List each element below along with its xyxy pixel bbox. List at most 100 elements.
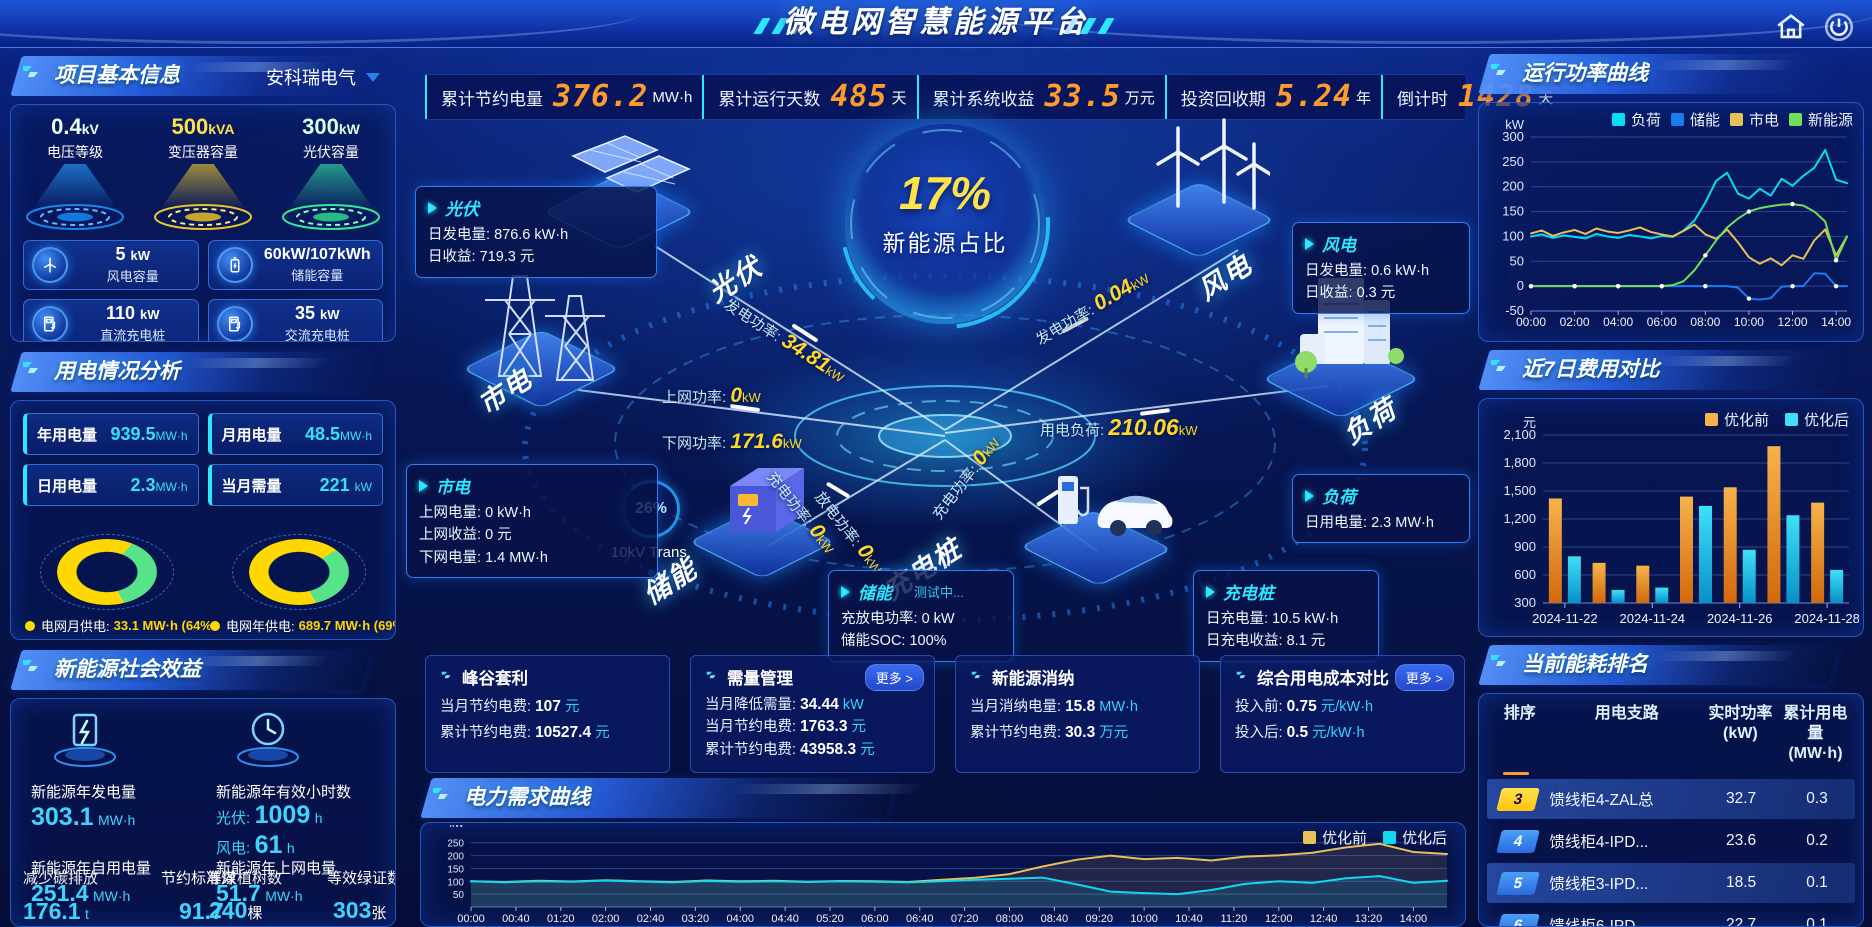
svg-text:12:00: 12:00 [1265, 913, 1293, 925]
corner-flag-icon [1491, 655, 1506, 666]
chevron-right-icon [841, 585, 850, 598]
chevron-right-icon [1305, 489, 1314, 502]
podium-transformer: 500kVA 变压器容量 [148, 113, 258, 232]
svg-text:12:00: 12:00 [1778, 315, 1808, 329]
svg-text:10:40: 10:40 [1175, 913, 1203, 925]
svg-text:150: 150 [447, 864, 464, 875]
capacity-wind: 5 kW 风电容量 [23, 239, 199, 290]
svg-text:12:40: 12:40 [1310, 913, 1338, 925]
svg-text:kW: kW [1505, 117, 1525, 132]
energy-flow-diagram: 17% 新能源占比 光伏 风电 市电 [400, 118, 1475, 662]
svg-text:03:20: 03:20 [682, 913, 710, 925]
svg-text:00:40: 00:40 [502, 913, 530, 925]
svg-text:250: 250 [447, 839, 464, 850]
tree-label: 等效植树数 [207, 870, 283, 887]
self-use-label: 新能源年自用电量 [31, 860, 152, 877]
svg-text:08:00: 08:00 [1690, 315, 1720, 329]
svg-text:600: 600 [1514, 567, 1536, 582]
flow-grid-down: 下网功率: 171.6kW [662, 430, 802, 453]
power-icon[interactable] [1822, 10, 1856, 44]
svg-text:00:00: 00:00 [457, 913, 485, 925]
svg-text:10:00: 10:00 [1734, 315, 1764, 329]
corner-flag-icon [1236, 671, 1246, 679]
ranking-scroll-indicator [1503, 772, 1529, 775]
cert-value: 303张 [333, 897, 387, 923]
svg-text:1,500: 1,500 [1503, 483, 1536, 498]
power-legend: 负荷 储能 市电 新能源 [1611, 109, 1853, 130]
kpi-energy-saved: 累计节约电量 376.2 MW·h [425, 75, 702, 119]
company-select[interactable]: 安科瑞电气 [266, 64, 380, 90]
panel-social-benefits: 新能源社会效益 新能源年发电量 303.1 MW·h 新能源年有效小时数 光伏:… [10, 650, 396, 927]
corner-flag-icon [433, 788, 448, 799]
table-row[interactable]: 6 馈线柜6-IPD 22.7 0.1 [1487, 905, 1855, 926]
wind-hours: 风电: 61 h [216, 831, 295, 859]
solar-panels-icon [571, 135, 691, 193]
home-icon[interactable] [1774, 10, 1808, 44]
renewable-share-bubble: 17% 新能源占比 [840, 119, 1050, 329]
svg-text:00:00: 00:00 [1516, 315, 1546, 329]
chevron-right-icon [1305, 237, 1314, 250]
chevron-right-icon [1206, 585, 1215, 598]
corner-flag-icon [1491, 64, 1506, 75]
corner-flag-icon [1491, 360, 1506, 371]
tree-value: 240棵 [209, 897, 263, 923]
company-name: 安科瑞电气 [266, 68, 356, 88]
svg-text:2024-11-22: 2024-11-22 [1532, 611, 1598, 626]
card-grid: 市电 上网电量: 0 kW·h 上网收益: 0 元 下网电量: 1.4 MW·h [406, 464, 658, 579]
svg-text:13:20: 13:20 [1355, 913, 1383, 925]
wind-capacity-icon [32, 246, 68, 283]
cost-legend: 优化前 优化后 [1704, 409, 1849, 430]
legend-item: 电网年供电:689.7 MW·h (69%) [210, 616, 395, 635]
panel-title: 近7日费用对比 [1522, 358, 1660, 381]
table-row[interactable]: 4 馈线柜4-IPD... 23.6 0.2 [1487, 821, 1855, 861]
svg-text:2,100: 2,100 [1503, 427, 1536, 442]
chevron-down-icon [366, 72, 380, 82]
svg-text:250: 250 [1502, 154, 1524, 169]
svg-text:06:00: 06:00 [1647, 315, 1677, 329]
cert-label: 等效绿证数 [327, 870, 396, 887]
svg-text:06:00: 06:00 [861, 913, 889, 925]
capacity-dc-charger: 110 kW 直流充电桩 [23, 298, 199, 341]
svg-text:50: 50 [1510, 253, 1524, 268]
svg-text:05:20: 05:20 [816, 913, 844, 925]
svg-text:07:20: 07:20 [951, 913, 979, 925]
card-load: 负荷 日用电量: 2.3 MW·h [1292, 474, 1470, 544]
svg-text:09:20: 09:20 [1085, 913, 1113, 925]
svg-text:2024-11-26: 2024-11-26 [1707, 611, 1773, 626]
gen-label: 新能源年发电量 [31, 784, 137, 801]
more-button[interactable]: 更多 > [864, 664, 924, 691]
card-peak-valley: 峰谷套利 当月节约电费: 107 元 累计节约电费: 10527.4 元 [425, 655, 670, 773]
power-tower-icon [485, 275, 605, 381]
bubble-ring [840, 119, 1050, 329]
svg-text:14:00: 14:00 [1821, 315, 1851, 329]
energy-gen-icon [43, 705, 127, 774]
svg-text:2024-11-28: 2024-11-28 [1794, 611, 1859, 626]
demand-legend: 优化前 优化后 [1302, 827, 1447, 848]
panel-title: 项目基本信息 [54, 64, 180, 87]
coal-label: 节约标准煤 [161, 870, 237, 887]
svg-text:08:40: 08:40 [1041, 913, 1069, 925]
card-wind: 风电 日发电量: 0.6 kW·h 日收益: 0.3 元 [1292, 222, 1470, 314]
capacity-storage: 60kW/107kWh 储能容量 [207, 239, 383, 290]
more-button[interactable]: 更多 > [1394, 664, 1454, 691]
panel-title: 用电情况分析 [54, 360, 180, 383]
kpi-bar: 累计节约电量 376.2 MW·h 累计运行天数 485 天 累计系统收益 33.5 万元 … [425, 74, 1553, 120]
benefit-cards-row: 峰谷套利 当月节约电费: 107 元 累计节约电费: 10527.4 元 需量管… [425, 655, 1465, 773]
panel-cost-compare: 近7日费用对比 优化前 优化后 300 600 900 1,200 1,500 1,800… [1478, 350, 1864, 637]
card-charger: 充电桩 日充电量: 10.5 kW·h 日充电收益: 8.1 元 [1193, 570, 1379, 662]
donut-chart-year [224, 520, 374, 610]
battery-storage-icon [730, 468, 804, 532]
ev-charger-icon [1058, 476, 1173, 536]
feed-label: 新能源年上网电量 [216, 860, 337, 877]
corner-flag-icon [23, 660, 38, 671]
svg-text:04:40: 04:40 [771, 913, 799, 925]
table-row[interactable]: 5 馈线柜3-IPD... 18.5 0.1 [1487, 863, 1855, 903]
panel-usage-analysis: 用电情况分析 年用电量 939.5MW·h 月用电量 48.5MW·h 日用电量 2.… [10, 352, 396, 640]
svg-text:150: 150 [1502, 204, 1524, 219]
svg-text:11:20: 11:20 [1221, 913, 1248, 925]
power-curve-chart: -50 0 50 100 150 200 250 300kW 00:00 02:00 04:00 06… [1502, 117, 1851, 329]
wind-turbine-icon [1156, 118, 1270, 210]
table-row[interactable]: 3 馈线柜4-ZAL总 32.7 0.3 [1487, 779, 1855, 819]
feed-value: 51.7 MW·h [216, 880, 303, 906]
svg-text:-50: -50 [1505, 303, 1524, 318]
